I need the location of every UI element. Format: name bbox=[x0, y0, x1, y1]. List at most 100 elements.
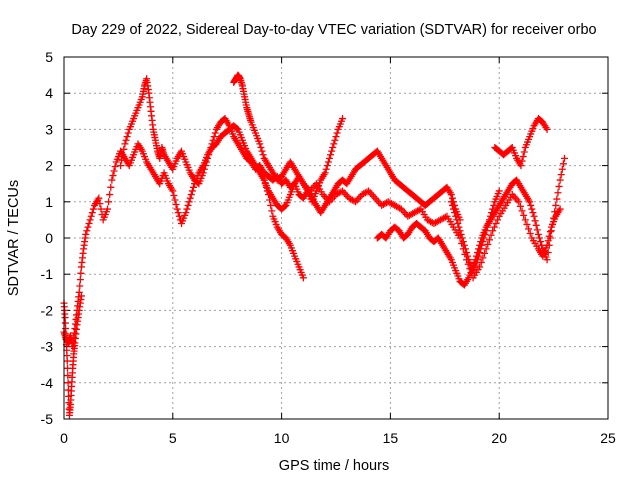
data-point bbox=[475, 252, 483, 260]
data-point bbox=[175, 212, 183, 220]
data-point bbox=[174, 209, 182, 217]
data-point bbox=[77, 269, 85, 277]
data-point bbox=[328, 147, 336, 155]
data-point bbox=[485, 236, 493, 244]
data-point bbox=[63, 357, 71, 365]
x-tick-label: 10 bbox=[274, 430, 290, 446]
data-point bbox=[97, 205, 105, 213]
data-point bbox=[96, 200, 104, 208]
data-point bbox=[464, 252, 472, 260]
data-point bbox=[527, 201, 535, 209]
data-point bbox=[89, 205, 97, 213]
data-point bbox=[259, 172, 267, 180]
data-point bbox=[337, 188, 345, 196]
data-point bbox=[206, 147, 214, 155]
data-point bbox=[363, 188, 371, 196]
data-point bbox=[447, 191, 455, 199]
data-point bbox=[473, 256, 481, 264]
data-point bbox=[83, 227, 91, 235]
series-lower-2 bbox=[373, 154, 568, 289]
data-point bbox=[123, 133, 131, 141]
data-point bbox=[555, 182, 563, 190]
data-point bbox=[84, 223, 92, 231]
data-point bbox=[331, 136, 339, 144]
x-tick-label: 15 bbox=[383, 430, 399, 446]
y-tick-label: 3 bbox=[45, 121, 53, 137]
data-point bbox=[518, 157, 526, 165]
data-point bbox=[76, 282, 84, 290]
data-point bbox=[549, 220, 557, 228]
data-point bbox=[556, 176, 564, 184]
data-point bbox=[544, 248, 552, 256]
data-point bbox=[183, 205, 191, 213]
data-point bbox=[457, 230, 465, 238]
data-point bbox=[185, 198, 193, 206]
data-point bbox=[321, 169, 329, 177]
data-point bbox=[455, 223, 463, 231]
data-point bbox=[205, 151, 213, 159]
data-point bbox=[486, 212, 494, 220]
data-point bbox=[187, 191, 195, 199]
data-point bbox=[260, 176, 268, 184]
data-point bbox=[201, 162, 209, 170]
data-point bbox=[333, 129, 341, 137]
data-point bbox=[494, 216, 502, 224]
data-point bbox=[476, 248, 484, 256]
data-point bbox=[111, 163, 119, 171]
data-point bbox=[266, 196, 274, 204]
data-point bbox=[495, 187, 503, 195]
data-point bbox=[533, 226, 541, 234]
data-point bbox=[484, 220, 492, 228]
x-axis-ticks: 0 5 10 15 20 25 bbox=[60, 57, 616, 446]
data-point bbox=[454, 220, 462, 228]
x-tick-label: 5 bbox=[169, 430, 177, 446]
data-point bbox=[532, 221, 540, 229]
data-point bbox=[459, 238, 467, 246]
data-point bbox=[256, 140, 264, 148]
data-point bbox=[525, 225, 533, 233]
data-point bbox=[105, 198, 113, 206]
data-point bbox=[448, 194, 456, 202]
data-point bbox=[481, 230, 489, 238]
data-point bbox=[558, 165, 566, 173]
data-point bbox=[546, 228, 554, 236]
data-point bbox=[489, 205, 497, 213]
data-point bbox=[447, 198, 455, 206]
data-point bbox=[479, 254, 487, 262]
data-point bbox=[122, 136, 130, 144]
data-point bbox=[209, 136, 217, 144]
data-point bbox=[453, 216, 461, 224]
data-point bbox=[299, 274, 307, 282]
data-points bbox=[60, 71, 568, 419]
data-point bbox=[182, 209, 190, 217]
data-point bbox=[456, 227, 464, 235]
data-point bbox=[516, 202, 524, 210]
data-point bbox=[76, 276, 84, 284]
y-axis-label: SDTVAR / TECUs bbox=[6, 180, 22, 296]
data-point bbox=[262, 183, 270, 191]
series-mid-1 bbox=[447, 187, 503, 275]
data-point bbox=[85, 220, 93, 228]
data-point bbox=[452, 212, 460, 220]
data-point bbox=[350, 197, 358, 205]
data-point bbox=[208, 140, 216, 148]
y-tick-label: 1 bbox=[45, 194, 53, 210]
data-point bbox=[110, 167, 118, 175]
data-point bbox=[121, 140, 129, 148]
data-point bbox=[211, 129, 219, 137]
data-point bbox=[118, 156, 126, 164]
data-point bbox=[557, 171, 565, 179]
x-tick-label: 25 bbox=[600, 430, 616, 446]
series-upper-2 bbox=[230, 71, 464, 224]
data-point bbox=[526, 198, 534, 206]
grid-lines bbox=[64, 57, 608, 419]
data-point bbox=[450, 205, 458, 213]
data-point bbox=[77, 292, 85, 300]
data-point bbox=[75, 288, 83, 296]
data-point bbox=[200, 165, 208, 173]
data-point bbox=[64, 372, 72, 380]
data-point bbox=[261, 180, 269, 188]
data-point bbox=[258, 147, 266, 155]
data-point bbox=[64, 386, 72, 394]
